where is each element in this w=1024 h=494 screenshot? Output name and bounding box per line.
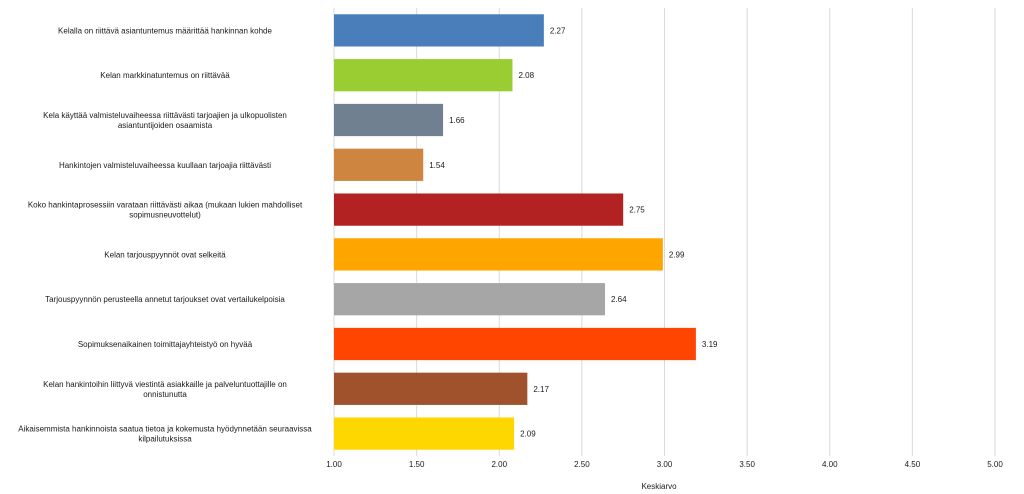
category-label: Aikaisemmista hankinnoista saatua tietoa… — [18, 425, 312, 444]
x-tick-label: 4.00 — [822, 460, 838, 469]
bar — [334, 14, 544, 47]
bar-value-label: 3.19 — [702, 340, 718, 349]
bar — [334, 283, 606, 316]
x-tick-label: 2.00 — [491, 460, 507, 469]
x-axis-title: Keskiarvo — [641, 482, 677, 491]
bar-value-label: 1.66 — [449, 116, 465, 125]
x-tick-label: 1.00 — [326, 460, 342, 469]
x-axis-ticks: 1.00 1.50 2.00 2.50 3.00 3.50 4.00 4.50 5.00 — [326, 460, 1003, 469]
bar-value-label: 2.08 — [518, 71, 534, 80]
x-tick-label: 3.00 — [657, 460, 673, 469]
category-label: Tarjouspyynnön perusteella annetut tarjo… — [45, 295, 285, 304]
category-label: Kelan hankintoihin liittyvä viestintä as… — [43, 380, 287, 399]
category-label: Kelalla on riittävä asiantuntemus määrit… — [58, 26, 272, 35]
category-label: Kela käyttää valmisteluvaiheessa riittäv… — [43, 111, 287, 130]
category-label: Hankintojen valmisteluvaiheessa kuullaan… — [59, 161, 271, 170]
value-labels: 2.27 2.08 1.66 1.54 2.75 2.99 2.64 3.19 2.17 2.09 — [429, 26, 718, 438]
bar — [334, 238, 663, 271]
category-label: Koko hankintaprosessiin varataan riittäv… — [28, 201, 303, 220]
bar-value-label: 1.54 — [429, 161, 445, 170]
x-tick-label: 5.00 — [987, 460, 1003, 469]
bar — [334, 59, 513, 92]
bar-value-label: 2.64 — [611, 295, 627, 304]
x-tick-label: 1.50 — [409, 460, 425, 469]
category-label: Kelan tarjouspyynnöt ovat selkeitä — [104, 250, 226, 259]
bar-value-label: 2.75 — [629, 206, 645, 215]
x-tick-label: 4.50 — [905, 460, 921, 469]
bar — [334, 103, 444, 137]
bar-value-label: 2.09 — [520, 430, 536, 439]
category-label: Kelan markkinatuntemus on riittävää — [100, 71, 230, 80]
bar — [334, 193, 624, 226]
category-label: Sopimuksenaikainen toimittajayhteistyö o… — [78, 340, 253, 349]
bar — [334, 327, 696, 361]
bar — [334, 372, 528, 405]
bar — [334, 148, 424, 181]
bar-value-label: 2.17 — [533, 385, 549, 394]
bar — [334, 417, 515, 450]
bar-value-label: 2.99 — [669, 250, 685, 259]
x-tick-label: 3.50 — [739, 460, 755, 469]
x-tick-label: 2.50 — [574, 460, 590, 469]
bars — [334, 14, 696, 450]
bar-value-label: 2.27 — [550, 26, 566, 35]
category-labels: Kelalla on riittävä asiantuntemus määrit… — [18, 26, 312, 443]
